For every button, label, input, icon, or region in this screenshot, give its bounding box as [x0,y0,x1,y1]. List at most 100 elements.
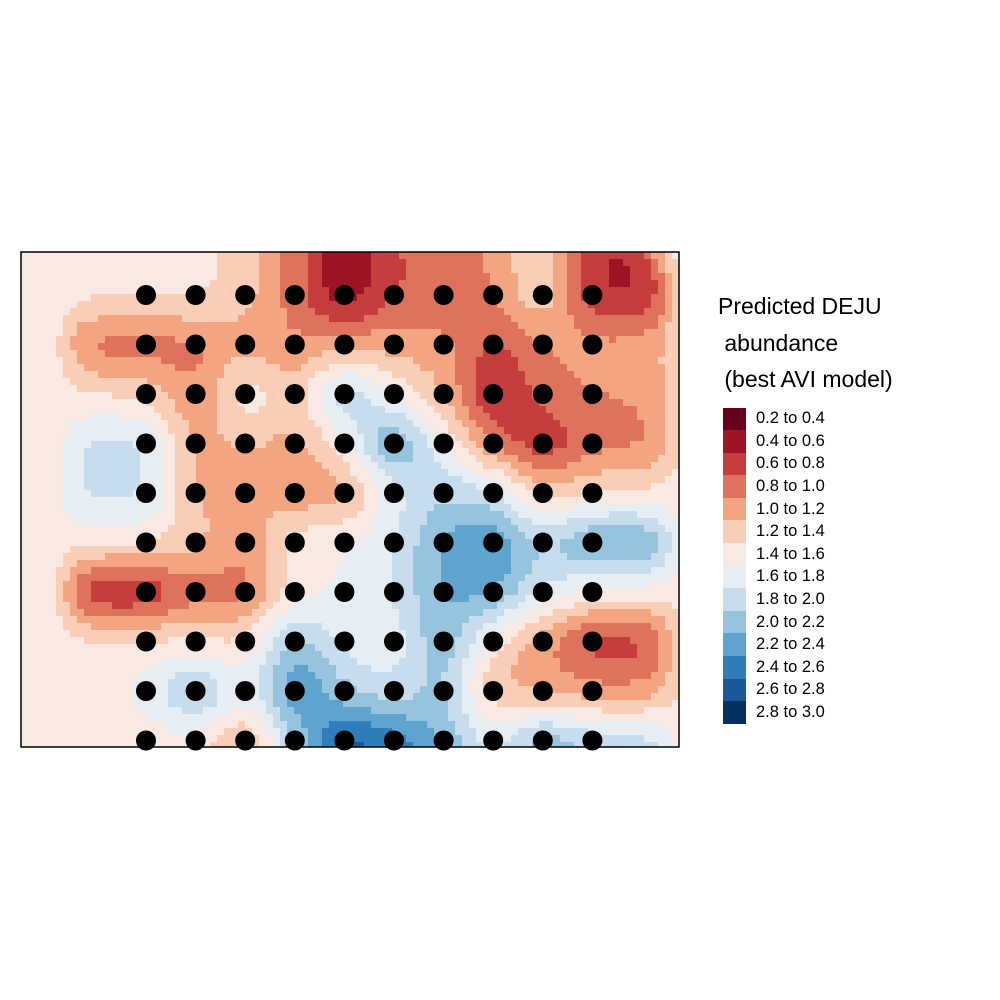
raster-cell [84,609,92,617]
raster-cell [343,574,351,582]
raster-cell [140,560,148,568]
raster-cell [385,602,393,610]
raster-cell [546,364,554,372]
raster-cell [329,252,337,260]
raster-cell [560,588,568,596]
raster-cell [28,301,36,309]
raster-cell [609,399,617,407]
raster-cell [105,420,113,428]
raster-cell [455,581,463,589]
raster-cell [161,539,169,547]
raster-cell [91,616,99,624]
raster-cell [119,476,127,484]
raster-cell [504,336,512,344]
raster-cell [294,364,302,372]
raster-cell [413,322,421,330]
raster-cell [574,511,582,519]
raster-cell [252,406,260,414]
raster-cell [273,357,281,365]
raster-cell [84,259,92,267]
raster-cell [406,511,414,519]
raster-cell [385,399,393,407]
raster-cell [112,343,120,351]
raster-cell [616,511,624,519]
raster-cell [182,525,190,533]
raster-cell [49,581,57,589]
raster-cell [672,252,679,260]
raster-cell [203,350,211,358]
raster-cell [329,441,337,449]
raster-cell [532,497,540,505]
raster-cell [315,287,323,295]
raster-cell [364,469,372,477]
raster-cell [574,399,582,407]
raster-cell [182,294,190,302]
raster-cell [182,336,190,344]
raster-cell [63,504,71,512]
raster-cell [518,434,526,442]
raster-cell [224,497,232,505]
raster-cell [525,371,533,379]
raster-cell [168,378,176,386]
raster-cell [511,581,519,589]
raster-cell [504,560,512,568]
raster-cell [112,497,120,505]
raster-cell [399,553,407,561]
raster-cell [273,525,281,533]
raster-cell [371,287,379,295]
raster-cell [308,413,316,421]
raster-cell [63,294,71,302]
raster-cell [126,525,134,533]
raster-cell [371,462,379,470]
raster-cell [546,469,554,477]
raster-cell [287,252,295,260]
raster-cell [602,280,610,288]
raster-cell [392,252,400,260]
raster-cell [63,560,71,568]
raster-cell [567,336,575,344]
raster-cell [70,539,78,547]
raster-cell [455,329,463,337]
raster-cell [280,455,288,463]
raster-cell [574,336,582,344]
raster-cell [42,406,50,414]
raster-cell [392,364,400,372]
raster-cell [91,553,99,561]
raster-cell [364,553,372,561]
raster-cell [371,539,379,547]
raster-cell [161,385,169,393]
raster-cell [105,371,113,379]
raster-cell [574,287,582,295]
raster-cell [651,294,659,302]
raster-cell [658,476,666,484]
raster-cell [406,343,414,351]
raster-cell [175,518,183,526]
raster-cell [420,490,428,498]
raster-cell [210,385,218,393]
raster-cell [350,462,358,470]
raster-cell [392,602,400,610]
raster-cell [581,602,589,610]
raster-cell [462,287,470,295]
raster-cell [259,301,267,309]
raster-cell [602,259,610,267]
raster-cell [371,504,379,512]
raster-cell [119,406,127,414]
raster-cell [462,413,470,421]
raster-cell [147,427,155,435]
raster-cell [259,357,267,365]
raster-cell [560,252,568,260]
raster-cell [168,364,176,372]
raster-cell [525,252,533,260]
raster-cell [525,420,533,428]
raster-cell [91,546,99,554]
raster-cell [504,483,512,491]
raster-cell [672,371,679,379]
raster-cell [434,469,442,477]
raster-cell [63,469,71,477]
raster-cell [308,252,316,260]
raster-cell [28,441,36,449]
raster-cell [343,609,351,617]
raster-cell [259,588,267,596]
raster-cell [385,420,393,428]
